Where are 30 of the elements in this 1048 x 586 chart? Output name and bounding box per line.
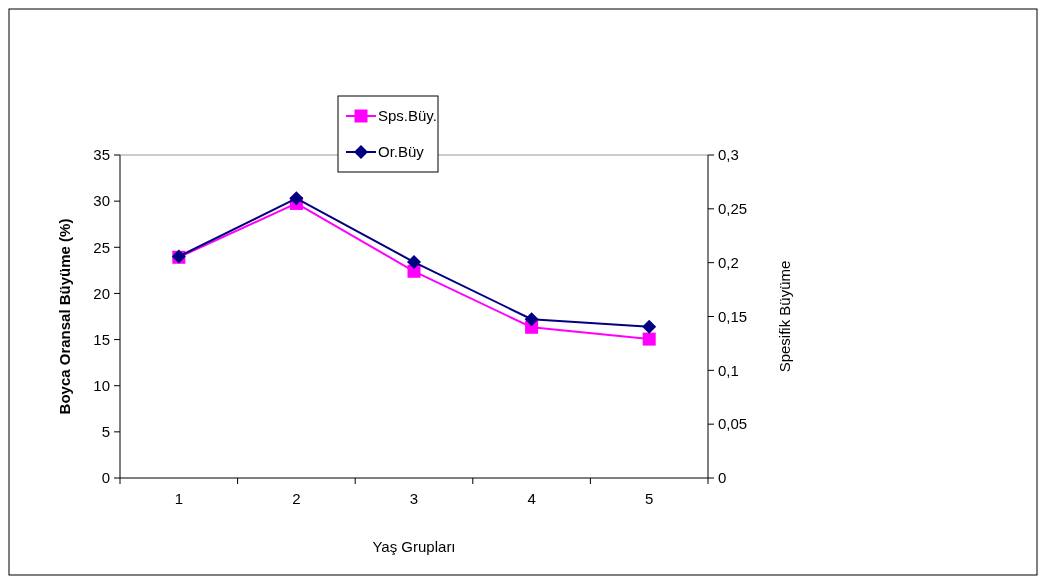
legend-label: Sps.Büy. bbox=[378, 107, 437, 125]
x-tick-label: 5 bbox=[645, 490, 654, 507]
y2-tick-label: 0 bbox=[718, 469, 727, 487]
y-tick-label: 15 bbox=[93, 330, 110, 348]
x-tick-label: 1 bbox=[174, 490, 183, 507]
y-tick-label: 10 bbox=[93, 376, 110, 394]
x-tick-label: 2 bbox=[292, 490, 301, 507]
point bbox=[407, 255, 421, 270]
y2-tick-label: 0,25 bbox=[718, 200, 748, 218]
y2-tick-label: 0,2 bbox=[718, 253, 739, 271]
y2-tick-label: 0,05 bbox=[718, 415, 748, 433]
y-tick-label: 30 bbox=[93, 192, 110, 210]
y2-tick-label: 0,1 bbox=[718, 361, 739, 379]
point bbox=[524, 312, 539, 327]
x-tick-label: 4 bbox=[527, 490, 536, 507]
y-axis-title: Boyca Oransal Büyüme (%) bbox=[56, 218, 73, 415]
y-tick-label: 35 bbox=[93, 146, 110, 164]
y2-tick-label: 0,3 bbox=[718, 146, 739, 164]
x-axis-title: Yaş Grupları bbox=[372, 538, 456, 555]
point bbox=[642, 319, 657, 334]
legend-label: Or.Büy bbox=[378, 143, 425, 161]
point bbox=[642, 332, 656, 346]
y-tick-label: 20 bbox=[93, 284, 110, 302]
x-tick-label: 3 bbox=[409, 490, 419, 507]
y-tick-label: 0 bbox=[101, 469, 110, 487]
y2-tick-label: 0,15 bbox=[718, 307, 748, 325]
y-tick-label: 5 bbox=[101, 423, 110, 441]
y2-axis-title: Spesifik Büyüme bbox=[776, 260, 793, 373]
y-tick-label: 25 bbox=[93, 238, 110, 256]
point bbox=[289, 191, 304, 206]
